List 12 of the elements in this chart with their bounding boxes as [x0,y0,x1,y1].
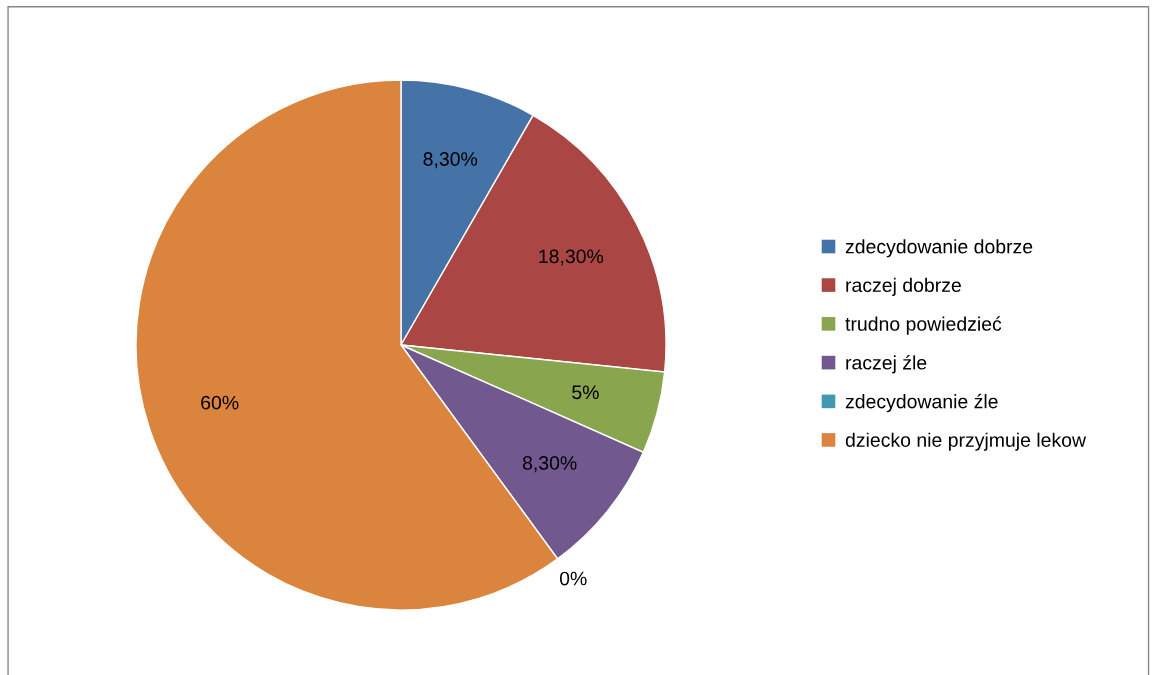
legend-label: raczej dobrze [846,277,961,296]
legend-label: dziecko nie przyjmuje lekow [845,432,1087,451]
data-label: 18,30% [539,249,604,266]
legend-label: zdecydowanie źle [845,393,998,413]
data-label: 8,30% [423,152,478,169]
data-label: 60% [201,395,239,410]
legend-label: zdecydowanie dobrze [845,239,1033,258]
text: 0% [559,571,587,586]
legend-label: raczej źle [846,355,927,374]
data-label: 5% [572,385,599,400]
legend-label: trudno powiedzieć [845,316,1002,335]
data-label: 8,30% [522,456,577,473]
